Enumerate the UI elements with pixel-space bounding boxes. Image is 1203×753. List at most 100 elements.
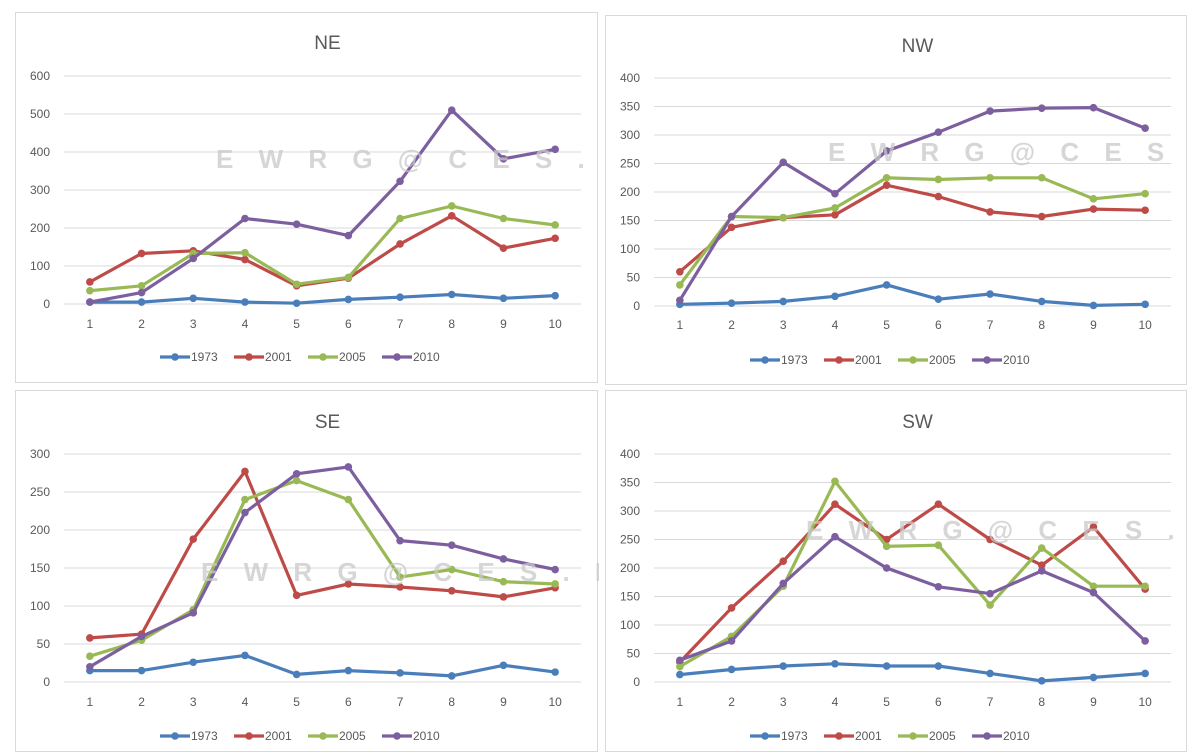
data-point bbox=[396, 669, 404, 677]
data-point bbox=[551, 565, 559, 574]
data-point bbox=[986, 589, 994, 598]
legend-marker bbox=[319, 353, 327, 361]
chart-panel-se: SE 0 50 100 150 200 250 300 1 2 3 4 5 6 7 8 9 10 E W R G @… bbox=[15, 390, 599, 752]
data-point bbox=[1141, 637, 1149, 645]
legend: 1973 2001 2005 2010 bbox=[160, 729, 440, 743]
data-point bbox=[344, 495, 353, 504]
legend-label: 2010 bbox=[413, 350, 440, 364]
chart-title: SE bbox=[315, 412, 340, 433]
data-point bbox=[447, 565, 456, 574]
series-line bbox=[678, 105, 1147, 302]
data-point bbox=[1037, 297, 1046, 306]
data-point bbox=[831, 189, 839, 198]
legend-label: 2001 bbox=[855, 729, 882, 743]
data-point bbox=[727, 299, 736, 307]
x-tick-label: 2 bbox=[138, 317, 145, 331]
x-tick-label: 4 bbox=[832, 318, 839, 332]
series-line bbox=[88, 204, 557, 293]
data-point bbox=[292, 469, 301, 478]
y-tick-label: 400 bbox=[620, 447, 640, 461]
legend-label: 1973 bbox=[781, 353, 808, 367]
data-point bbox=[831, 211, 839, 219]
watermark: E W R G @ C E S . I I S c bbox=[806, 515, 1188, 545]
legend-item: 2005 bbox=[898, 729, 956, 743]
chart-panel-ne: NE 0 100 200 300 400 500 600 1 2 3 4 5 6 7 8 9 10 E W R G … bbox=[15, 12, 599, 383]
data-point bbox=[551, 234, 559, 243]
data-point bbox=[934, 541, 943, 549]
data-point bbox=[676, 656, 684, 665]
y-tick-label: 150 bbox=[30, 561, 50, 575]
data-point bbox=[934, 128, 943, 136]
data-point bbox=[499, 577, 508, 586]
legend-label: 2010 bbox=[413, 729, 440, 743]
series-1973 bbox=[86, 290, 559, 308]
legend-label: 2005 bbox=[929, 729, 956, 743]
legend: 1973 2001 2005 2010 bbox=[160, 350, 440, 364]
chart-nw: NW 0 50 100 150 200 250 300 350 400 1 2 3 4 5 6 7 8 9 10 E W… bbox=[620, 36, 1188, 367]
series-2010 bbox=[676, 103, 1149, 305]
legend-label: 2005 bbox=[929, 353, 956, 367]
data-point bbox=[1089, 195, 1098, 203]
data-point bbox=[1141, 206, 1149, 215]
series-1973 bbox=[676, 281, 1149, 310]
data-point bbox=[676, 268, 684, 276]
legend-item: 2010 bbox=[382, 350, 440, 364]
data-point bbox=[447, 106, 456, 114]
data-point bbox=[1037, 544, 1046, 552]
data-point bbox=[1141, 189, 1149, 198]
data-point bbox=[499, 555, 508, 563]
y-tick-label: 0 bbox=[633, 299, 640, 313]
legend-label: 2010 bbox=[1003, 353, 1030, 367]
data-point bbox=[86, 663, 94, 671]
data-point bbox=[779, 158, 788, 167]
y-tick-label: 200 bbox=[620, 185, 640, 199]
data-point bbox=[86, 634, 94, 642]
data-point bbox=[831, 292, 839, 301]
series-line bbox=[678, 283, 1147, 307]
data-point bbox=[831, 500, 839, 508]
data-point bbox=[499, 593, 508, 601]
legend-label: 1973 bbox=[781, 729, 808, 743]
x-tick-label: 8 bbox=[1038, 695, 1045, 709]
data-point bbox=[1141, 124, 1149, 132]
chart-title: SW bbox=[902, 412, 933, 433]
x-tick-label: 7 bbox=[987, 318, 994, 332]
data-point bbox=[934, 662, 943, 670]
y-tick-label: 0 bbox=[43, 297, 50, 311]
legend-marker bbox=[319, 732, 327, 740]
series-line bbox=[88, 465, 557, 669]
legend-item: 1973 bbox=[750, 353, 808, 367]
legend-marker bbox=[245, 732, 253, 740]
data-point bbox=[779, 557, 788, 565]
data-point bbox=[831, 659, 839, 668]
x-tick-label: 8 bbox=[448, 695, 455, 709]
legend-label: 2001 bbox=[265, 729, 292, 743]
x-tick-label: 10 bbox=[1138, 695, 1152, 709]
data-point bbox=[1089, 205, 1098, 213]
y-tick-label: 50 bbox=[627, 271, 641, 285]
data-point bbox=[344, 580, 353, 588]
legend: 1973 2001 2005 2010 bbox=[750, 729, 1030, 743]
x-tick-label: 9 bbox=[500, 317, 507, 331]
data-point bbox=[551, 145, 559, 154]
data-point bbox=[447, 672, 456, 680]
x-tick-label: 3 bbox=[780, 695, 787, 709]
data-point bbox=[882, 281, 891, 289]
legend-label: 2010 bbox=[1003, 729, 1030, 743]
legend-label: 2005 bbox=[339, 350, 366, 364]
data-point bbox=[551, 580, 559, 588]
y-tick-label: 300 bbox=[620, 128, 640, 142]
x-tick-label: 3 bbox=[780, 318, 787, 332]
x-tick-label: 4 bbox=[832, 695, 839, 709]
series-line bbox=[678, 502, 1147, 664]
legend-label: 1973 bbox=[191, 350, 218, 364]
data-point bbox=[779, 579, 788, 588]
data-point bbox=[882, 542, 891, 551]
y-tick-label: 400 bbox=[30, 145, 50, 159]
chart-panel-sw: SW 0 50 100 150 200 250 300 350 400 1 2 3 4 5 6 7 8 9 10 E W… bbox=[605, 390, 1188, 752]
series-line bbox=[678, 479, 1147, 669]
data-point bbox=[882, 564, 891, 572]
data-point bbox=[551, 221, 559, 229]
data-point bbox=[86, 652, 94, 660]
data-point bbox=[292, 220, 301, 228]
